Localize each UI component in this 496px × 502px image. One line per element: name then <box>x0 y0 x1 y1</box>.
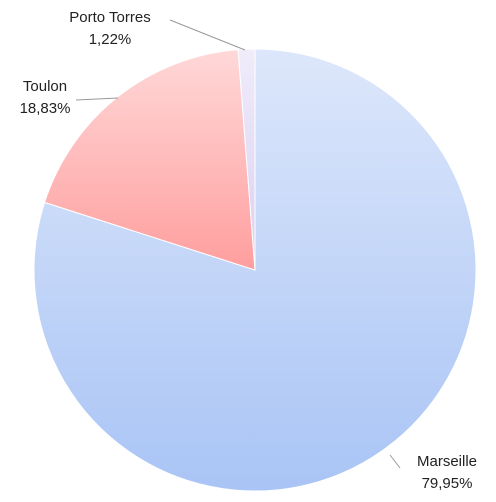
pie-slice <box>237 48 256 271</box>
leader-line <box>75 97 119 101</box>
labels: Marseille 79,95% Toulon 18,83% Porto Torres 1… <box>20 9 477 492</box>
slice-label: Marseille <box>417 453 477 470</box>
leader-line <box>169 19 246 51</box>
pie-slice <box>43 49 256 271</box>
pie <box>33 48 477 492</box>
slice-value-label: 1,22% <box>89 31 132 48</box>
slice-label: Toulon <box>23 78 67 95</box>
leader-line <box>389 454 401 469</box>
slice-label: Porto Torres <box>69 9 150 26</box>
slice-value-label: 79,95% <box>422 475 473 492</box>
slice-value-label: 18,83% <box>20 100 71 117</box>
